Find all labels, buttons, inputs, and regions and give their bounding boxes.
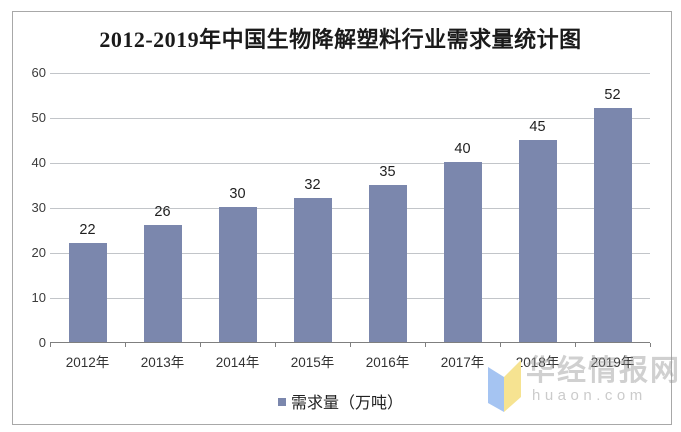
value-label-2019年: 52 <box>604 87 621 103</box>
plot-area: 22 26 30 32 35 40 45 52 <box>50 73 651 347</box>
y-tick-label-40: 40 <box>31 155 46 170</box>
x-axis-tick <box>650 343 651 347</box>
legend-swatch <box>277 397 286 406</box>
legend-label: 需求量（万吨） <box>290 395 403 412</box>
bar-2012年 <box>68 243 107 342</box>
value-label-2012年: 22 <box>79 222 96 238</box>
chart-frame <box>12 11 672 425</box>
x-axis-tick <box>575 343 576 347</box>
value-label-2016年: 35 <box>379 163 396 180</box>
value-label-2018年: 45 <box>529 118 546 135</box>
gridline-30 <box>50 208 650 209</box>
bar-2015年 <box>293 198 332 342</box>
x-axis-line <box>50 342 650 343</box>
legend: 需求量（万吨） <box>0 391 681 412</box>
gridline-10 <box>50 298 650 299</box>
bar-2014年 <box>218 207 257 342</box>
x-axis-tick <box>500 343 501 347</box>
bar-2013年 <box>143 225 182 342</box>
x-tick-label-2018年: 2018年 <box>515 355 560 370</box>
bar-2018年 <box>518 139 557 342</box>
x-axis-tick <box>275 343 276 347</box>
x-axis-tick <box>425 343 426 347</box>
x-tick-label-2017年: 2017年 <box>440 355 485 370</box>
y-tick-label-30: 30 <box>31 200 46 215</box>
x-axis-tick <box>50 343 51 347</box>
x-tick-label-2012年: 2012年 <box>65 355 110 370</box>
gridline-40 <box>50 163 650 164</box>
gridline-50 <box>50 118 650 119</box>
value-label-2014年: 30 <box>229 186 246 202</box>
bar-2016年 <box>368 184 407 342</box>
chart-title: 2012-2019年中国生物降解塑料行业需求量统计图 <box>99 27 582 52</box>
y-tick-label-10: 10 <box>31 290 46 305</box>
value-label-2017年: 40 <box>454 141 471 157</box>
x-axis-tick <box>350 343 351 347</box>
x-tick-label-2016年: 2016年 <box>365 355 410 370</box>
y-tick-label-0: 0 <box>38 335 46 350</box>
y-tick-label-60: 60 <box>31 65 46 80</box>
x-axis-tick <box>200 343 201 347</box>
gridline-20 <box>50 253 650 254</box>
x-axis-tick <box>125 343 126 347</box>
x-tick-label-2019年: 2019年 <box>590 355 635 370</box>
x-tick-label-2014年: 2014年 <box>215 355 260 370</box>
value-label-2013年: 26 <box>154 204 171 220</box>
bar-2017年 <box>443 162 482 342</box>
gridline-60 <box>50 73 650 74</box>
value-label-2015年: 32 <box>304 177 321 193</box>
x-tick-label-2015年: 2015年 <box>290 355 335 370</box>
x-tick-label-2013年: 2013年 <box>140 355 185 370</box>
bar-2019年 <box>593 108 632 342</box>
y-tick-label-50: 50 <box>31 110 46 125</box>
y-tick-label-20: 20 <box>31 245 46 260</box>
